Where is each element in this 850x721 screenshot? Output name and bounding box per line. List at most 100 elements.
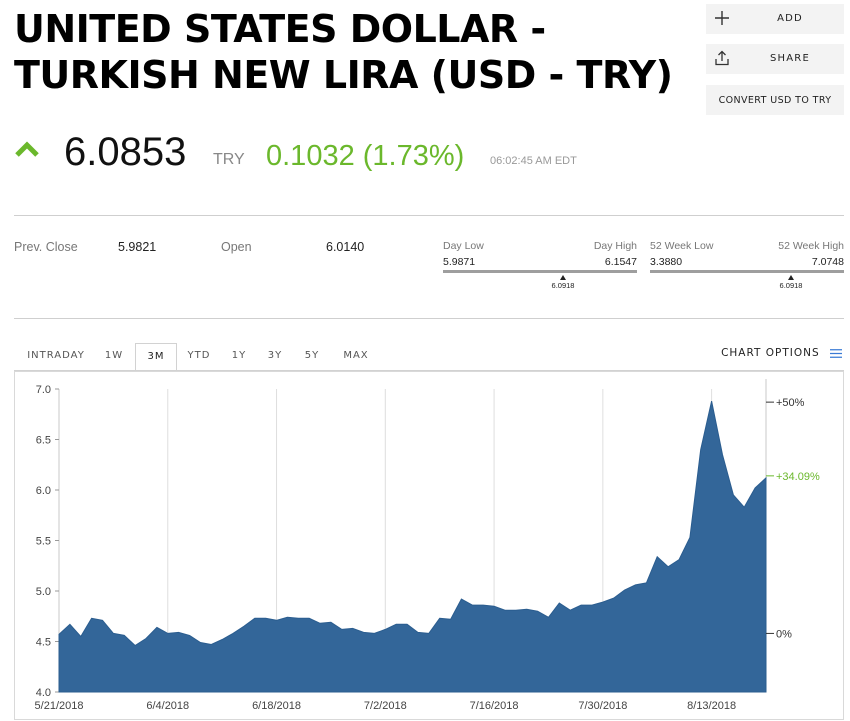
right-axis-label: +50%: [776, 397, 805, 409]
data-point: [167, 632, 169, 634]
day-low-label: Day Low: [443, 240, 484, 252]
chart-options-button[interactable]: CHART OPTIONS: [721, 347, 842, 359]
data-point: [493, 605, 495, 607]
open-label: Open: [221, 240, 252, 254]
data-point: [449, 618, 451, 620]
data-point: [232, 632, 234, 634]
x-tick-label: 6/18/2018: [252, 700, 301, 712]
y-tick-label: 6.0: [36, 485, 51, 497]
week52-high-value: 7.0748: [811, 256, 844, 268]
x-tick-label: 7/16/2018: [470, 700, 519, 712]
data-point: [613, 597, 615, 599]
data-point: [177, 631, 179, 633]
currency-code: TRY: [213, 151, 245, 168]
tab-1y[interactable]: 1Y: [231, 350, 247, 361]
data-point: [634, 584, 636, 586]
data-point: [569, 609, 571, 611]
y-tick-label: 4.5: [36, 637, 51, 649]
data-point: [373, 632, 375, 634]
add-button-label: ADD: [777, 13, 803, 24]
y-tick-label: 5.5: [36, 536, 51, 548]
prev-close-label: Prev. Close: [14, 240, 78, 254]
tab-3m[interactable]: 3M: [135, 343, 177, 372]
right-axis-label: +34.09%: [776, 471, 820, 483]
data-point: [406, 623, 408, 625]
data-point: [482, 604, 484, 606]
week52-range-marker: [788, 275, 794, 280]
data-point: [90, 617, 92, 619]
data-point: [286, 616, 288, 618]
data-point: [112, 632, 114, 634]
day-high-value: 6.1547: [604, 256, 637, 268]
tab-3y[interactable]: 3Y: [267, 350, 283, 361]
data-point: [199, 641, 201, 643]
data-point: [547, 616, 549, 618]
data-point: [710, 400, 712, 402]
data-point: [58, 633, 60, 635]
page-title: UNITED STATES DOLLAR - TURKISH NEW LIRA …: [14, 6, 674, 98]
data-point: [395, 623, 397, 625]
tab-intraday[interactable]: INTRADAY: [27, 350, 85, 361]
data-point: [254, 617, 256, 619]
share-button-label: SHARE: [770, 53, 810, 64]
day-current-value: 6.0918: [551, 281, 575, 290]
data-point: [145, 637, 147, 639]
add-button[interactable]: ADD: [706, 4, 844, 34]
data-point: [656, 556, 658, 558]
x-tick-label: 7/2/2018: [364, 700, 407, 712]
data-point: [689, 536, 691, 538]
plot-frame: [14, 371, 844, 720]
x-tick-label: 7/30/2018: [578, 700, 627, 712]
price-area: [58, 400, 767, 693]
data-point: [623, 589, 625, 591]
up-arrow-icon: [15, 141, 39, 157]
data-point: [732, 494, 734, 496]
tab-ytd[interactable]: YTD: [187, 350, 211, 361]
data-point: [743, 506, 745, 508]
data-point: [330, 621, 332, 623]
day-high-label: Day High: [593, 240, 637, 252]
data-point: [243, 625, 245, 627]
data-point: [362, 631, 364, 633]
hamburger-icon: [830, 348, 842, 358]
tab-1w[interactable]: 1W: [104, 350, 124, 361]
data-point: [265, 617, 267, 619]
data-point: [101, 619, 103, 621]
quote-row: 6.0853 TRY 0.1032 (1.73%) 06:02:45 AM ED…: [14, 128, 654, 178]
prev-close-value: 5.9821: [118, 240, 157, 254]
day-range-marker: [560, 275, 566, 280]
tab-5y[interactable]: 5Y: [304, 350, 320, 361]
divider-middle: [14, 318, 844, 319]
x-tick-label: 6/4/2018: [146, 700, 189, 712]
convert-button[interactable]: CONVERT USD TO TRY: [706, 85, 844, 115]
data-point: [700, 448, 702, 450]
data-point: [536, 610, 538, 612]
price-chart: 4.0 4.5 5.0 5.5 6.0 6.5 7.0 5/21/2018 6/4/2018 6/…: [14, 371, 844, 720]
data-point: [69, 623, 71, 625]
x-tick-label: 5/21/2018: [35, 700, 84, 712]
day-range: Day Low Day High 5.9871 6.1547 6.0918: [443, 240, 637, 292]
data-point: [134, 644, 136, 646]
data-point: [645, 582, 647, 584]
data-point: [678, 559, 680, 561]
data-point: [156, 626, 158, 628]
tabs-underline: [14, 370, 844, 371]
price-value: 6.0853: [64, 130, 187, 174]
week52-range-bar: [650, 270, 844, 273]
data-point: [526, 608, 528, 610]
y-tick-label: 5.0: [36, 586, 51, 598]
right-axis-label: 0%: [776, 628, 792, 640]
data-point: [515, 609, 517, 611]
share-button[interactable]: SHARE: [706, 44, 844, 74]
tab-max[interactable]: MAX: [343, 350, 369, 361]
data-point: [352, 627, 354, 629]
data-point: [460, 598, 462, 600]
data-point: [428, 632, 430, 634]
day-low-value: 5.9871: [443, 256, 476, 268]
data-point: [439, 617, 441, 619]
data-point: [188, 634, 190, 636]
plus-icon: [715, 11, 729, 25]
week52-low-label: 52 Week Low: [650, 240, 714, 252]
data-point: [80, 635, 82, 637]
week52-low-value: 3.3880: [650, 256, 683, 268]
